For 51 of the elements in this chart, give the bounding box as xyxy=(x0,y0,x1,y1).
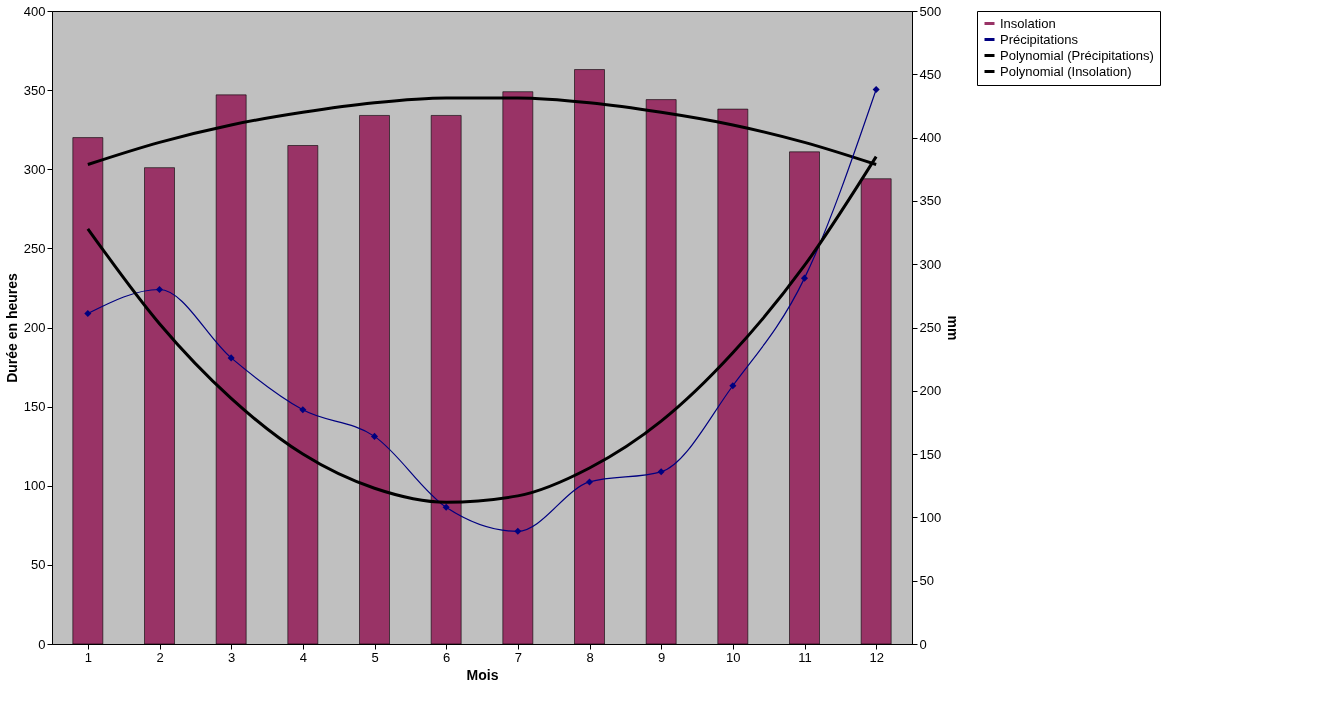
y-tick-label: 0 xyxy=(38,636,46,652)
point xyxy=(370,432,379,440)
point xyxy=(442,503,450,511)
point xyxy=(227,354,235,362)
y-tick-label: 300 xyxy=(23,161,46,177)
point xyxy=(299,406,307,414)
legend-label: Insolation xyxy=(1000,15,1056,31)
point xyxy=(872,85,880,94)
legend-label: Polynomial (Insolation) xyxy=(1000,63,1132,79)
x-tick-label: 10 xyxy=(726,649,741,665)
y-tick-label: 350 xyxy=(23,82,46,98)
y2-tick-label: 300 xyxy=(919,256,942,272)
y2-tick-label: 50 xyxy=(919,573,934,589)
y2-tick-label: 400 xyxy=(919,130,942,146)
point xyxy=(800,274,809,282)
y2-tick-label: 150 xyxy=(919,446,942,462)
x-tick-label: 5 xyxy=(371,649,379,665)
x-tick-label: 11 xyxy=(798,649,812,665)
legend-label: Précipitations xyxy=(1000,31,1079,47)
x-tick-label: 7 xyxy=(514,649,522,665)
y2-tick-label: 100 xyxy=(919,509,942,525)
x-tick-label: 12 xyxy=(869,649,884,665)
y-tick-label: 250 xyxy=(23,240,46,256)
y-tick-label: 400 xyxy=(23,3,46,19)
x-tick-label: 4 xyxy=(299,649,307,665)
legend-label: Polynomial (Précipitations) xyxy=(1000,47,1154,63)
point xyxy=(514,527,522,535)
x-tick-label: 3 xyxy=(228,649,236,665)
x-tick-label: 2 xyxy=(156,649,164,665)
point xyxy=(657,468,665,476)
x-tick-label: 9 xyxy=(658,649,666,665)
point xyxy=(585,478,594,486)
point xyxy=(84,310,92,318)
y2-tick-label: 450 xyxy=(919,66,942,82)
y-axis-title: Durée en heures xyxy=(3,272,20,383)
x-tick-label: 1 xyxy=(84,649,92,665)
x-tick-label: 6 xyxy=(443,649,451,665)
y-tick-label: 200 xyxy=(23,320,46,335)
x-tick-label: 8 xyxy=(586,649,594,665)
y-tick-label: 50 xyxy=(31,557,46,573)
y2-tick-label: 250 xyxy=(919,320,942,335)
point xyxy=(729,382,737,390)
y2-tick-label: 200 xyxy=(919,383,942,399)
y-tick-label: 100 xyxy=(23,478,46,494)
y2-tick-label: 0 xyxy=(919,636,927,652)
y-tick-label: 150 xyxy=(23,399,46,415)
y2-tick-label: 350 xyxy=(919,193,942,209)
x-axis-title: Mois xyxy=(466,666,499,683)
y2-tick-label: 500 xyxy=(919,3,942,19)
y2-axis-title: mm xyxy=(945,315,962,341)
point xyxy=(155,285,164,294)
